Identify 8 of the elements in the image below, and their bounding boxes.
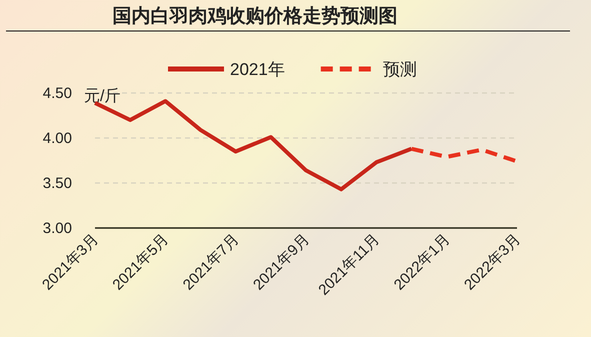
legend-label: 2021年	[230, 60, 285, 79]
chart-title: 国内白羽肉鸡收购价格走势预测图	[112, 5, 398, 27]
y-tick-label: 3.50	[42, 175, 72, 192]
y-axis-title: 元/斤	[84, 87, 120, 105]
legend-label: 预测	[382, 60, 417, 79]
y-tick-label: 4.50	[42, 85, 72, 102]
y-tick-label: 3.00	[42, 220, 72, 237]
y-tick-label: 4.00	[42, 130, 72, 147]
